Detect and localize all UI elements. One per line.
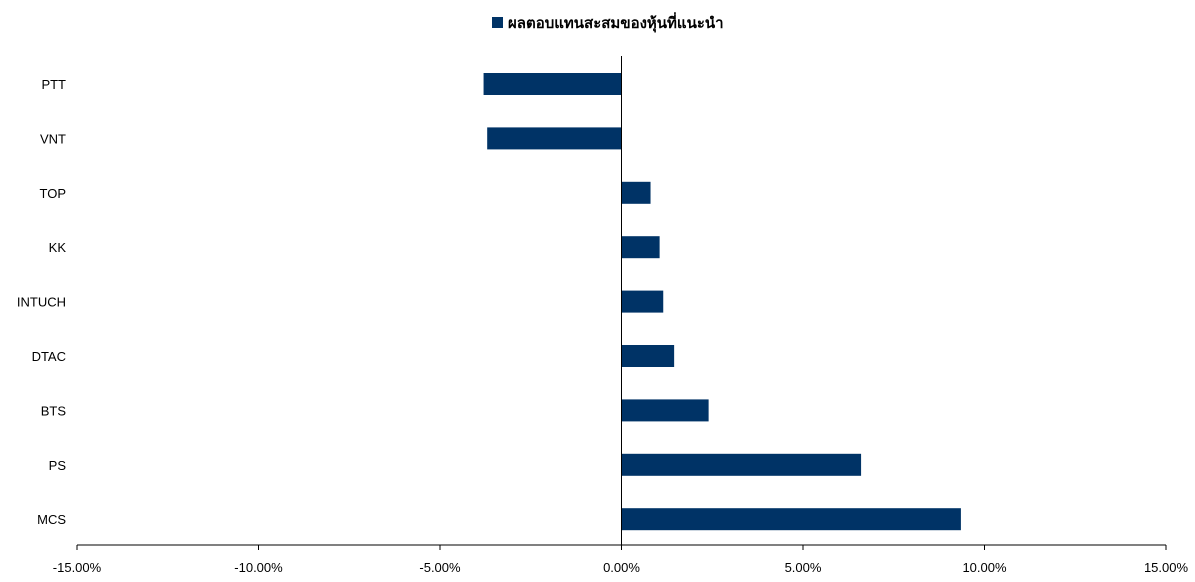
legend-swatch [492, 17, 503, 28]
bar-top [621, 181, 651, 204]
x-tick-label: 5.00% [785, 560, 822, 575]
bar-ptt [483, 73, 622, 95]
bar-kk [621, 236, 660, 259]
x-tick-label: -5.00% [419, 560, 461, 575]
bars-group [483, 73, 961, 531]
category-label-kk: KK [49, 240, 67, 255]
bar-ps [621, 453, 862, 476]
x-tick-label: -15.00% [53, 560, 102, 575]
category-label-bts: BTS [41, 403, 67, 418]
category-label-mcs: MCS [37, 512, 66, 527]
x-tick-label: -10.00% [234, 560, 283, 575]
bar-dtac [621, 345, 675, 367]
x-axis-ticks: -15.00% -10.00% -5.00% 0.00% 5.00% 10.00% 15.0… [53, 545, 1189, 575]
x-tick-label: 0.00% [603, 560, 640, 575]
bar-mcs [621, 508, 961, 531]
category-label-vnt: VNT [40, 131, 66, 146]
category-label-dtac: DTAC [32, 349, 66, 364]
bar-vnt [487, 127, 622, 150]
x-tick-label: 15.00% [1144, 560, 1189, 575]
category-label-ptt: PTT [41, 77, 66, 92]
bar-intuch [621, 290, 664, 313]
bar-bts [621, 399, 709, 422]
category-label-intuch: INTUCH [17, 295, 66, 310]
category-label-ps: PS [49, 458, 67, 473]
x-tick-label: 10.00% [962, 560, 1007, 575]
category-label-top: TOP [40, 186, 67, 201]
legend: ผลตอบแทนสะสมของหุ้นที่แนะนำ [492, 12, 724, 33]
category-labels: PTT VNT TOP KK INTUCH DTAC BTS PS MCS [17, 77, 66, 527]
legend-label: ผลตอบแทนสะสมของหุ้นที่แนะนำ [508, 12, 724, 33]
